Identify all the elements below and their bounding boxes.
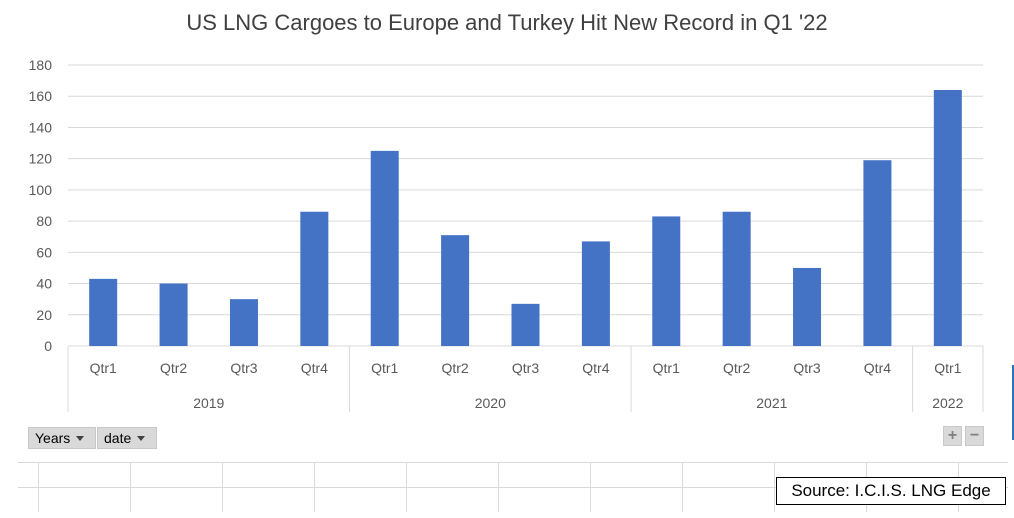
selection-edge: [1012, 365, 1014, 440]
bar-chart: 0 20 40 60 80 100 120 140 160 180 Qtr1 Qtr2 Qtr3 Qtr4…: [29, 57, 984, 412]
expand-button[interactable]: +: [943, 426, 962, 446]
bar: [159, 283, 188, 346]
date-filter-label: date: [104, 430, 132, 446]
x-tick-label: Qtr3: [230, 360, 257, 376]
x-tick-label: Qtr4: [864, 360, 891, 376]
y-tick-label: 180: [29, 57, 53, 73]
x-tick-label: Qtr1: [90, 360, 117, 376]
x-tick-label: Qtr4: [301, 360, 328, 376]
y-tick-label: 60: [36, 244, 52, 260]
bar: [933, 89, 962, 346]
bar: [511, 303, 540, 346]
y-tick-label: 40: [36, 276, 52, 292]
bar: [722, 211, 751, 346]
chart-title: US LNG Cargoes to Europe and Turkey Hit …: [186, 10, 828, 35]
x-group-label: 2020: [475, 395, 506, 411]
x-tick-label: Qtr4: [582, 360, 609, 376]
collapse-button[interactable]: −: [965, 426, 984, 446]
dropdown-arrow-icon: [76, 435, 85, 441]
bar: [581, 241, 610, 346]
dropdown-arrow-icon: [137, 435, 146, 441]
x-tick-label: Qtr1: [653, 360, 680, 376]
bar: [229, 299, 258, 346]
x-group-label: 2021: [756, 395, 787, 411]
bar: [793, 267, 822, 346]
x-tick-label: Qtr1: [934, 360, 961, 376]
bar: [300, 211, 329, 346]
y-tick-label: 120: [29, 151, 53, 167]
y-tick-label: 160: [29, 88, 53, 104]
x-group-label: 2019: [193, 395, 224, 411]
x-group-label: 2022: [932, 395, 963, 411]
years-filter-button[interactable]: Years: [28, 427, 96, 449]
y-tick-label: 20: [36, 307, 52, 323]
bar: [89, 278, 118, 346]
date-filter-button[interactable]: date: [97, 427, 157, 449]
bar: [652, 216, 681, 346]
bar: [863, 160, 892, 346]
y-tick-label: 0: [44, 338, 52, 354]
x-tick-label: Qtr2: [723, 360, 750, 376]
y-tick-label: 100: [29, 182, 53, 198]
bar: [370, 150, 399, 346]
y-tick-label: 140: [29, 119, 53, 135]
x-tick-label: Qtr1: [371, 360, 398, 376]
x-tick-label: Qtr3: [793, 360, 820, 376]
bar: [441, 235, 470, 346]
x-tick-label: Qtr2: [160, 360, 187, 376]
source-note: Source: I.C.I.S. LNG Edge: [776, 477, 1006, 505]
y-tick-label: 80: [36, 213, 52, 229]
x-tick-label: Qtr3: [512, 360, 539, 376]
x-tick-label: Qtr2: [441, 360, 468, 376]
years-filter-label: Years: [35, 430, 71, 446]
